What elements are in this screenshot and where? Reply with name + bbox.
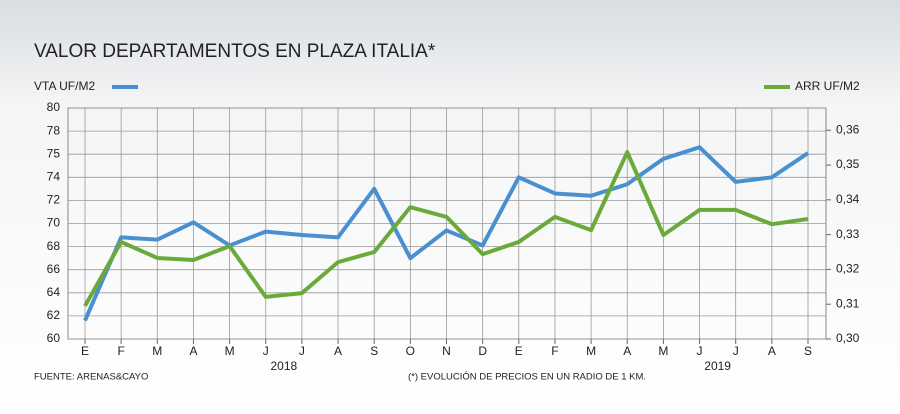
source: FUENTE: ARENAS&CAYO: [34, 372, 148, 383]
legend-label: VTA UF/M2: [34, 79, 95, 93]
x-tick-label: E: [515, 344, 523, 358]
x-tick-label: A: [334, 344, 342, 358]
y-tick-label: 60: [47, 331, 61, 345]
series-line: [83, 145, 810, 322]
chart-title: VALOR DEPARTAMENTOS EN PLAZA ITALIA*: [34, 41, 436, 62]
y-tick-label: 66: [47, 262, 61, 276]
y2-tick-label: 0,32: [836, 262, 860, 276]
y-tick-label: 80: [47, 100, 61, 114]
x-tick-label: J: [263, 344, 269, 358]
x-tick-label: A: [623, 344, 631, 358]
legend-label: ARR UF/M2: [795, 79, 860, 93]
y-tick-label: 75: [47, 146, 61, 160]
x-tick-label: M: [225, 344, 235, 358]
x-tick-label: M: [586, 344, 596, 358]
x-tick-label: M: [152, 344, 162, 358]
y2-tick-label: 0,36: [836, 122, 860, 136]
y-tick-label: 62: [47, 308, 61, 322]
y-tick-label: 68: [47, 239, 61, 253]
x-tick-label: O: [406, 344, 415, 358]
x-tick-label: J: [299, 344, 305, 358]
x-tick-label: S: [370, 344, 378, 358]
y-tick-label: 70: [47, 216, 61, 230]
x-tick-label: A: [189, 344, 197, 358]
note: (*) EVOLUCIÓN DE PRECIOS EN UN RADIO DE …: [408, 372, 646, 383]
y-tick-label: 74: [47, 169, 61, 183]
x-tick-label: F: [551, 344, 558, 358]
series-line: [83, 150, 809, 307]
y2-tick-label: 0,31: [836, 296, 860, 310]
x-tick-label: A: [768, 344, 776, 358]
x-tick-label: J: [697, 344, 703, 358]
y-tick-label: 64: [47, 285, 61, 299]
y2-tick-label: 0,33: [836, 227, 860, 241]
y-tick-label: 78: [47, 123, 61, 137]
year-label: 2018: [270, 359, 297, 373]
y2-tick-label: 0,35: [836, 157, 860, 171]
year-label: 2019: [704, 359, 731, 373]
y-tick-label: 72: [47, 193, 61, 207]
x-tick-label: J: [733, 344, 739, 358]
x-tick-label: S: [804, 344, 812, 358]
x-tick-label: N: [442, 344, 451, 358]
x-tick-label: E: [81, 344, 89, 358]
x-tick-label: M: [658, 344, 668, 358]
y2-tick-label: 0,30: [836, 331, 860, 345]
y2-tick-label: 0,34: [836, 192, 860, 206]
x-tick-label: F: [117, 344, 124, 358]
x-tick-label: D: [478, 344, 487, 358]
